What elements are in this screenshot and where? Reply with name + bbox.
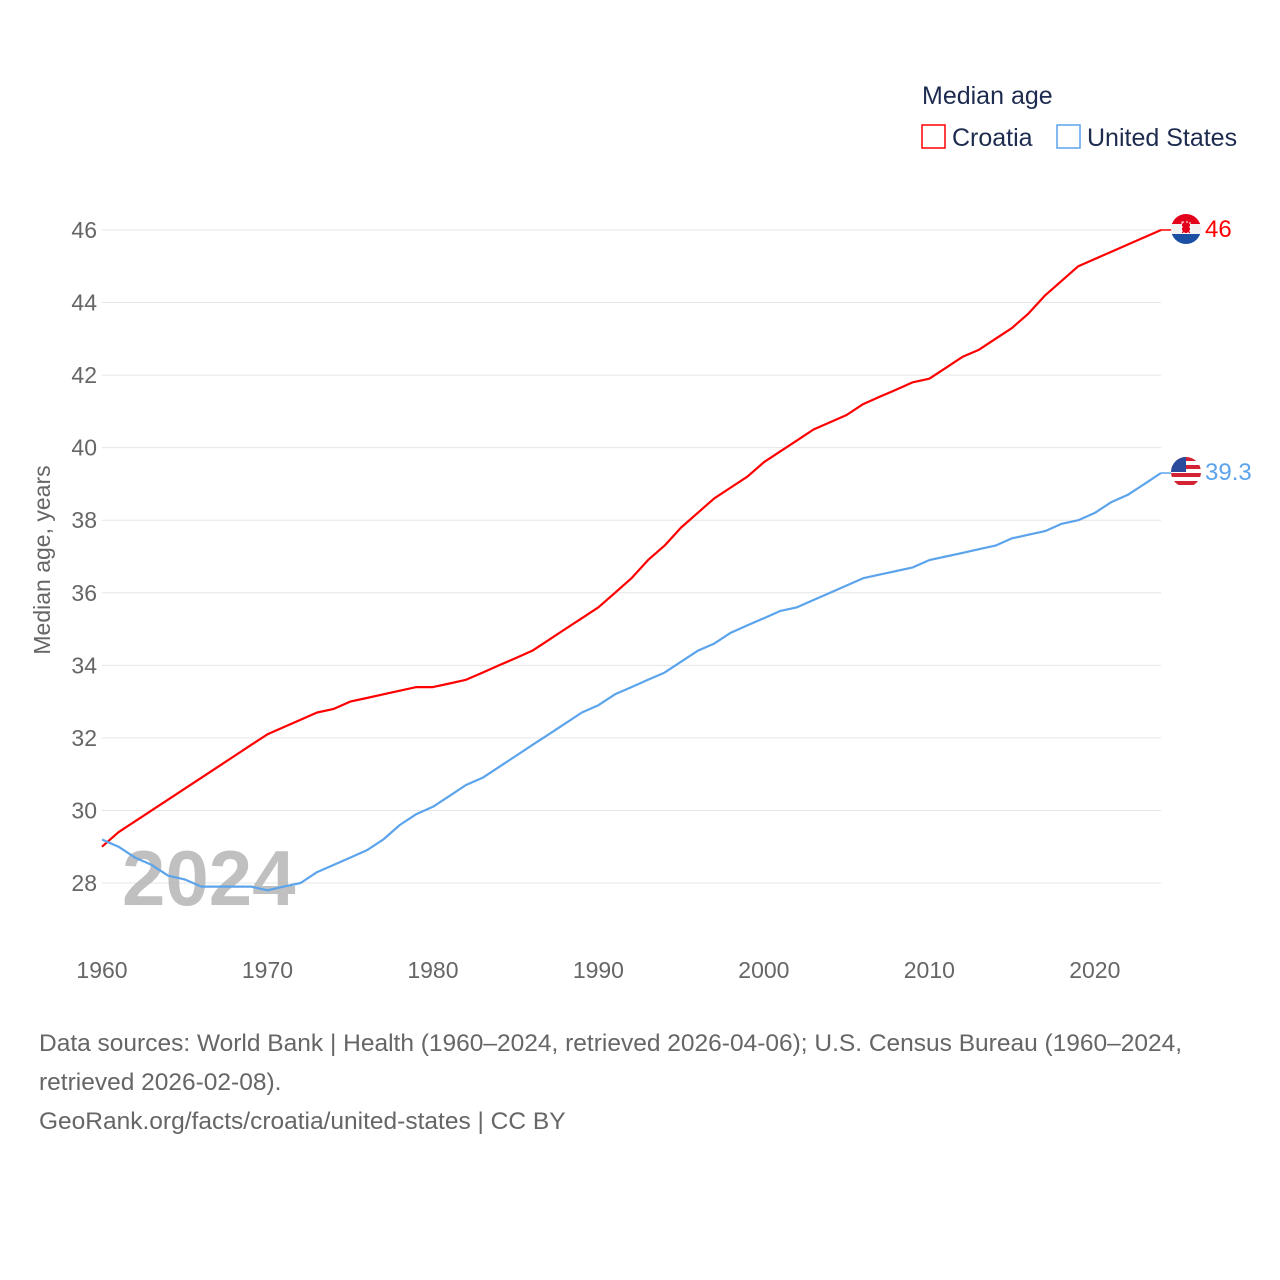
year-watermark: 2024 [122,834,296,922]
end-labels: 46 39.3 [1161,216,1252,486]
y-tick-label: 28 [71,870,97,896]
y-tick-label: 42 [71,362,97,388]
legend-label-croatia: Croatia [952,124,1033,152]
end-label-croatia: 46 [1205,216,1232,243]
legend-label-united-states: United States [1087,124,1237,152]
x-tick-label: 1990 [573,957,624,983]
gridlines [102,229,1161,884]
y-tick-label: 40 [71,435,97,461]
legend: Median age Croatia United States [921,82,1237,152]
y-axis-label: Median age, years [29,465,55,654]
end-label-united-states: 39.3 [1205,459,1252,486]
y-tick-label: 34 [71,652,97,678]
y-tick-label: 32 [71,725,97,751]
y-tick-label: 30 [71,797,97,823]
series-line-united-states[interactable] [101,472,1162,892]
legend-title: Median age [922,82,1053,110]
x-tick-label: 1980 [407,957,458,983]
legend-item-croatia[interactable]: Croatia [921,124,1033,152]
united-states-flag-icon [1171,457,1201,487]
x-tick-label: 1960 [76,957,127,983]
y-tick-label: 38 [71,507,97,533]
data-sources: Data sources: World Bank | Health (1960–… [39,1030,1183,1096]
y-axis-ticks: 28 30 32 34 36 38 40 42 44 46 [71,217,97,896]
chart-footer: Data sources: World Bank | Health (1960–… [39,1024,1249,1141]
x-tick-label: 1970 [242,957,293,983]
source-link[interactable]: GeoRank.org/facts/croatia/united-states … [39,1108,566,1135]
y-tick-label: 36 [71,580,97,606]
x-tick-label: 2020 [1069,957,1120,983]
series-lines [101,228,1162,892]
series-line-croatia[interactable] [101,228,1162,848]
x-tick-label: 2010 [904,957,955,983]
y-tick-label: 44 [71,290,97,316]
croatia-flag-icon [1171,214,1201,244]
legend-item-united-states[interactable]: United States [1056,124,1237,152]
y-tick-label: 46 [71,217,97,243]
x-axis-ticks: 1960 1970 1980 1990 2000 2010 2020 [76,957,1120,983]
x-tick-label: 2000 [738,957,789,983]
